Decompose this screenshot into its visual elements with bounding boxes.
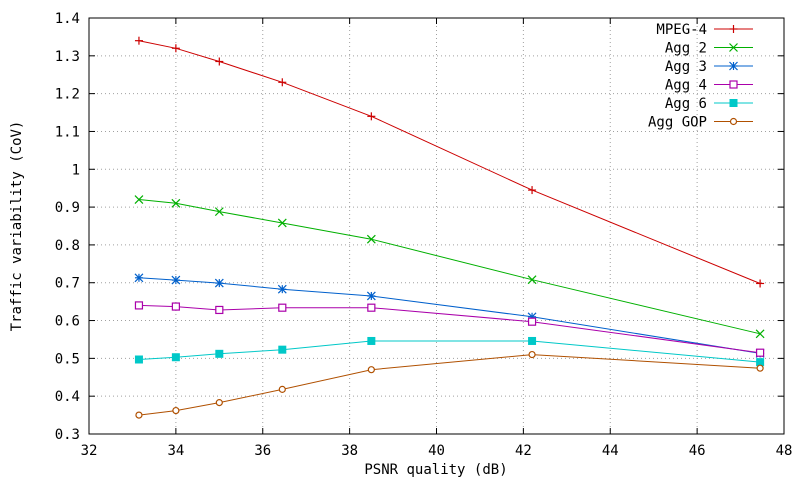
data-point [215, 349, 224, 358]
legend-label: Agg 2 [665, 41, 707, 57]
x-tick-label: 44 [602, 443, 619, 459]
y-tick-label: 0.9 [55, 200, 80, 216]
data-point [134, 301, 144, 310]
series-agg-gop [135, 350, 764, 419]
x-tick-label: 40 [428, 443, 445, 459]
data-point [756, 358, 765, 367]
legend-entry: Agg 3 [665, 59, 753, 75]
series-line [138, 277, 761, 354]
legend-entry: Agg GOP [648, 115, 753, 131]
x-tick-label: 36 [254, 443, 271, 459]
data-point [278, 345, 287, 354]
legend-entry: Agg 6 [665, 96, 753, 112]
series-agg-2 [134, 195, 765, 339]
legend-label: Agg 3 [665, 59, 707, 75]
x-tick-label: 34 [167, 443, 184, 459]
data-point [278, 78, 287, 87]
data-point [277, 218, 287, 228]
legend-label: Agg 6 [665, 96, 707, 112]
data-point [527, 317, 537, 326]
data-point [172, 406, 180, 415]
data-point [528, 186, 537, 195]
data-point [278, 303, 287, 312]
series-mpeg-4 [134, 36, 765, 288]
x-tick-label: 42 [515, 443, 532, 459]
y-tick-label: 1.2 [55, 87, 80, 103]
data-point [171, 302, 180, 311]
data-point [134, 355, 143, 364]
legend-entry: MPEG-4 [656, 22, 753, 38]
x-tick-label: 48 [776, 443, 793, 459]
data-point [214, 207, 224, 217]
axis-ticks: 32 34 36 38 40 42 44 46 48 0.3 0.4 0.5 0.6 0.7 0.8 0.9 1… [55, 11, 793, 459]
series-line [138, 304, 761, 354]
data-point [756, 364, 764, 372]
data-point [134, 195, 144, 204]
grid-lines [89, 18, 784, 434]
data-point [756, 348, 765, 357]
data-point [367, 112, 376, 121]
y-tick-label: 0.4 [55, 389, 80, 405]
data-point [215, 305, 224, 315]
legend-label: MPEG-4 [656, 22, 707, 38]
y-tick-label: 1 [72, 162, 80, 178]
y-tick-label: 0.6 [55, 314, 80, 330]
data-point [527, 275, 537, 285]
data-point [367, 336, 376, 345]
y-tick-label: 1.1 [55, 124, 80, 140]
data-point [277, 284, 287, 294]
y-tick-label: 1.4 [55, 11, 80, 27]
x-tick-label: 38 [341, 443, 358, 459]
data-point [278, 385, 286, 393]
data-point [366, 291, 376, 301]
y-axis-title: Traffic variability (CoV) [9, 121, 25, 332]
legend-label: Agg 4 [665, 78, 707, 94]
x-axis-title: PSNR quality (dB) [364, 462, 507, 478]
series-line [138, 354, 761, 416]
data-point [214, 278, 224, 288]
x-tick-label: 46 [689, 443, 706, 459]
series-line [138, 199, 761, 335]
x-tick-label: 32 [81, 443, 98, 459]
y-tick-label: 0.3 [55, 427, 80, 443]
data-point [367, 366, 375, 374]
data-point [528, 350, 536, 359]
data-point [215, 399, 223, 407]
data-point [171, 198, 181, 208]
series-agg-6 [134, 336, 765, 367]
legend-entry: Agg 4 [665, 78, 753, 94]
data-point [134, 273, 144, 283]
data-point [215, 57, 224, 66]
legend-marker [729, 43, 738, 52]
legend-marker [729, 80, 738, 89]
data-point [366, 234, 376, 244]
data-point [755, 329, 765, 339]
legend-label: Agg GOP [648, 115, 707, 131]
data-point [171, 44, 180, 53]
data-point [367, 303, 376, 312]
data-point [528, 336, 537, 345]
data-point [756, 279, 765, 288]
legend: MPEG-4 Agg 2 Agg 3 Agg 4 Agg 6 Agg GOP [648, 22, 753, 131]
legend-entry: Agg 2 [665, 41, 753, 57]
y-tick-label: 0.8 [55, 238, 80, 254]
series-line [138, 340, 761, 363]
legend-marker [729, 117, 738, 126]
data-point [171, 353, 180, 362]
data-point [171, 275, 181, 285]
series-agg-3 [134, 273, 765, 358]
legend-marker [729, 99, 738, 107]
y-tick-label: 1.3 [55, 49, 80, 65]
series-layer [134, 36, 765, 419]
y-tick-label: 0.7 [55, 276, 80, 292]
legend-marker [729, 61, 738, 71]
legend-marker [729, 25, 738, 33]
series-agg-4 [134, 301, 765, 357]
data-point [134, 36, 143, 45]
data-point [135, 411, 143, 419]
y-tick-label: 0.5 [55, 351, 80, 367]
